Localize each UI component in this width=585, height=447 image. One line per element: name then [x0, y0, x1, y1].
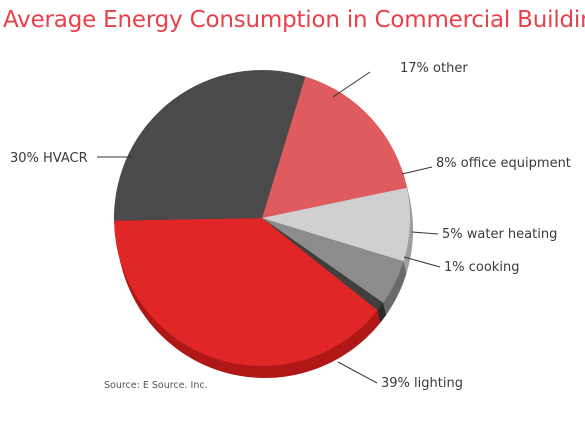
- pie-slice-0: [262, 76, 407, 218]
- slice-label: 5% water heating: [442, 227, 557, 242]
- pie-slice-3: [262, 218, 384, 311]
- leader-line: [411, 231, 439, 235]
- leader-line: [332, 71, 371, 98]
- pie-slice-2: [262, 218, 404, 303]
- pie-slices: [113, 70, 410, 367]
- slice-label: 8% office equipment: [436, 156, 571, 171]
- leader-line: [337, 361, 378, 384]
- leader-line: [403, 256, 441, 268]
- pie-slice-1: [262, 187, 410, 262]
- slice-label: 30% HVACR: [10, 151, 88, 166]
- pie-slice-5: [113, 70, 306, 221]
- slice-label: 17% other: [400, 61, 468, 76]
- slice-label: 39% lighting: [381, 376, 463, 391]
- chart-title: Average Energy Consumption in Commercial…: [3, 7, 585, 33]
- pie-slice-4: [114, 218, 378, 367]
- slice-label: 1% cooking: [444, 260, 519, 275]
- source-note: Source: E Source. Inc.: [104, 380, 208, 391]
- leader-line: [401, 166, 433, 175]
- slice-labels: 17% other 8% office equipment 5% water hea…: [10, 61, 571, 391]
- label-leader-lines: [97, 71, 441, 384]
